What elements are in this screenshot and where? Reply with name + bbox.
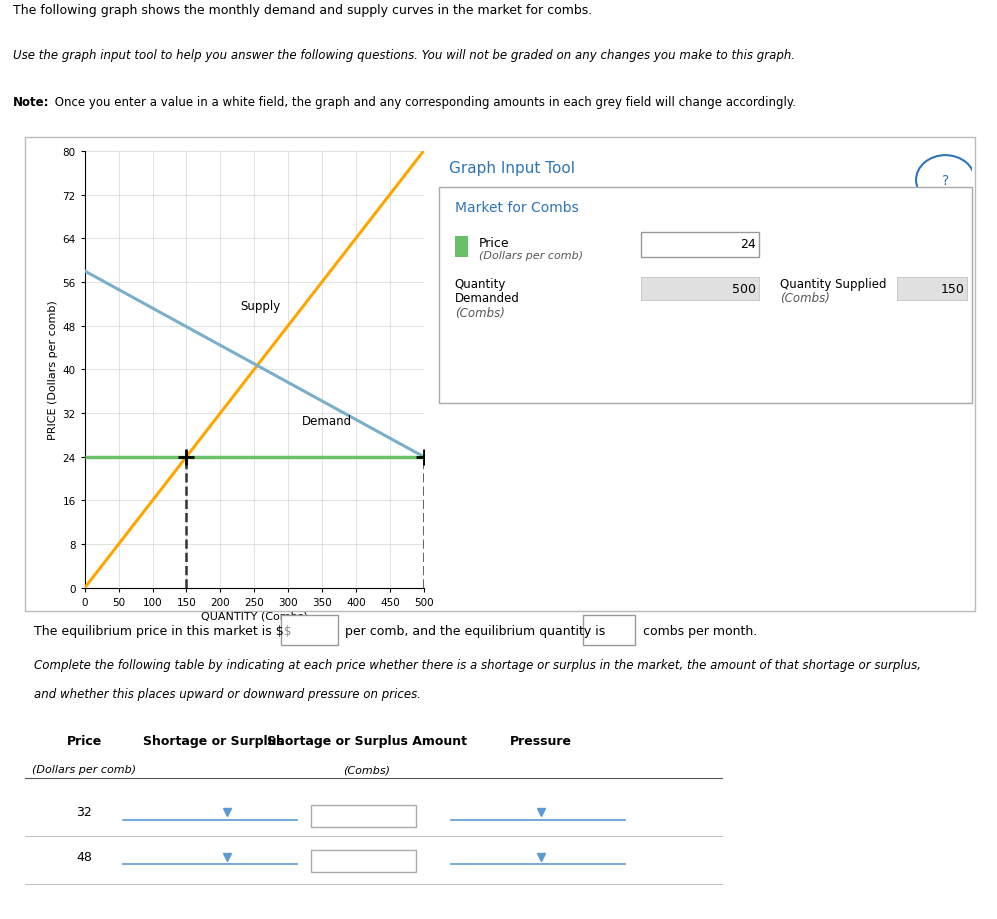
Text: Use the graph input tool to help you answer the following questions. You will no: Use the graph input tool to help you ans… [13, 50, 795, 62]
Text: Demand: Demand [302, 414, 352, 427]
Text: Graph Input Tool: Graph Input Tool [450, 161, 575, 176]
Text: 48: 48 [77, 850, 92, 864]
Text: $: $ [284, 624, 291, 637]
FancyBboxPatch shape [582, 616, 635, 645]
X-axis label: QUANTITY (Combs): QUANTITY (Combs) [200, 611, 308, 621]
Text: The equilibrium price in this market is $: The equilibrium price in this market is … [35, 624, 284, 637]
Text: (Combs): (Combs) [455, 306, 504, 319]
Text: (Combs): (Combs) [343, 765, 391, 775]
Text: The following graph shows the monthly demand and supply curves in the market for: The following graph shows the monthly de… [13, 4, 592, 17]
FancyBboxPatch shape [311, 849, 416, 872]
FancyBboxPatch shape [439, 187, 972, 403]
Text: Shortage or Surplus Amount: Shortage or Surplus Amount [267, 734, 467, 747]
Text: Shortage or Surplus: Shortage or Surplus [143, 734, 284, 747]
FancyBboxPatch shape [641, 278, 759, 301]
FancyBboxPatch shape [897, 278, 967, 301]
Text: Complete the following table by indicating at each price whether there is a shor: Complete the following table by indicati… [35, 659, 921, 672]
Text: 150: 150 [940, 283, 964, 296]
Text: Demanded: Demanded [455, 292, 519, 305]
Text: (Dollars per comb): (Dollars per comb) [479, 251, 583, 260]
Text: ?: ? [942, 174, 949, 187]
Text: and whether this places upward or downward pressure on prices.: and whether this places upward or downwa… [35, 687, 422, 700]
Text: (Combs): (Combs) [780, 292, 830, 305]
Text: Quantity Supplied: Quantity Supplied [780, 278, 886, 290]
FancyBboxPatch shape [281, 616, 338, 645]
FancyBboxPatch shape [455, 237, 468, 257]
Text: combs per month.: combs per month. [642, 624, 757, 637]
Text: Once you enter a value in a white field, the graph and any corresponding amounts: Once you enter a value in a white field,… [51, 96, 796, 109]
FancyBboxPatch shape [311, 805, 416, 827]
Text: Pressure: Pressure [510, 734, 572, 747]
FancyBboxPatch shape [641, 233, 759, 257]
Text: per comb, and the equilibrium quantity is: per comb, and the equilibrium quantity i… [345, 624, 605, 637]
Text: Price: Price [479, 237, 509, 250]
Y-axis label: PRICE (Dollars per comb): PRICE (Dollars per comb) [48, 301, 58, 439]
Text: (Dollars per comb): (Dollars per comb) [32, 765, 137, 775]
Text: Quantity: Quantity [455, 278, 506, 290]
FancyBboxPatch shape [25, 138, 975, 611]
Text: 500: 500 [732, 283, 756, 296]
Text: 32: 32 [77, 805, 92, 819]
Text: Market for Combs: Market for Combs [455, 201, 578, 215]
Text: Price: Price [67, 734, 102, 747]
Text: Supply: Supply [240, 300, 281, 312]
Text: 24: 24 [741, 238, 756, 251]
Text: Note:: Note: [13, 96, 50, 109]
